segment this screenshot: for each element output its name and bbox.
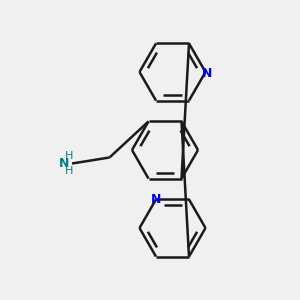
Text: N: N xyxy=(202,67,212,80)
Text: N: N xyxy=(59,157,70,170)
Text: H: H xyxy=(65,166,73,176)
Text: H: H xyxy=(65,151,73,161)
Text: N: N xyxy=(151,193,161,206)
